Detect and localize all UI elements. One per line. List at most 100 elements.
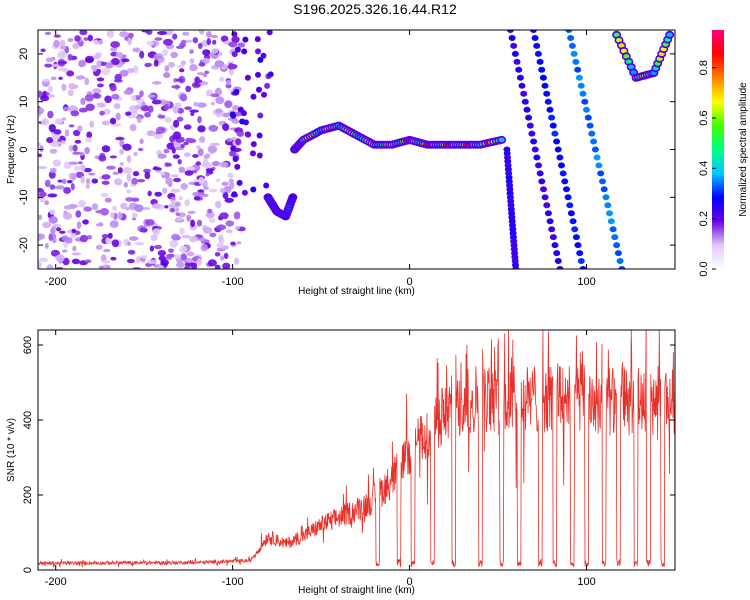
noise-blob bbox=[146, 40, 154, 46]
noise-blob bbox=[198, 176, 205, 185]
streak-2-segment bbox=[548, 226, 556, 233]
noise-blob bbox=[137, 116, 142, 124]
streak-2-segment bbox=[530, 138, 538, 145]
noise-blob bbox=[255, 48, 261, 55]
noise-blob bbox=[165, 177, 173, 186]
noise-blob bbox=[83, 167, 92, 173]
noise-blob bbox=[255, 71, 261, 78]
noise-blob bbox=[84, 147, 90, 155]
noise-blob bbox=[219, 161, 229, 168]
noise-blob bbox=[160, 171, 166, 176]
noise-blob bbox=[38, 142, 41, 147]
noise-blob bbox=[202, 73, 208, 78]
noise-blob bbox=[44, 31, 52, 35]
streak-4-segment bbox=[611, 234, 619, 241]
noise-blob bbox=[177, 107, 185, 114]
noise-blob bbox=[220, 255, 225, 261]
noise-blob bbox=[199, 136, 206, 143]
noise-blob bbox=[132, 171, 140, 177]
noise-blob bbox=[53, 34, 61, 38]
noise-blob bbox=[46, 264, 54, 269]
noise-blob bbox=[115, 136, 125, 141]
noise-blob bbox=[176, 261, 185, 268]
streak-2-segment bbox=[511, 50, 519, 57]
noise-blob bbox=[129, 124, 137, 132]
noise-blob bbox=[219, 187, 226, 194]
noise-blob bbox=[39, 191, 47, 197]
y-tick-label: -20 bbox=[18, 237, 30, 253]
noise-blob bbox=[195, 161, 202, 166]
noise-blob bbox=[126, 68, 135, 73]
noise-blob bbox=[234, 163, 241, 170]
noise-blob bbox=[76, 221, 82, 230]
noise-blob bbox=[229, 89, 234, 93]
noise-blob bbox=[243, 119, 249, 126]
noise-blob bbox=[46, 137, 54, 144]
x-axis-label: Height of straight line (km) bbox=[298, 286, 415, 297]
noise-blob bbox=[139, 138, 144, 145]
streak-4-segment bbox=[574, 66, 582, 73]
noise-blob bbox=[96, 60, 102, 69]
streak-2-segment bbox=[528, 130, 536, 137]
noise-blob bbox=[228, 41, 238, 48]
noise-blob bbox=[257, 56, 264, 63]
noise-blob bbox=[152, 228, 161, 236]
noise-blob bbox=[48, 234, 53, 241]
streak-4-segment bbox=[590, 138, 598, 145]
noise-blob bbox=[178, 166, 186, 173]
noise-blob bbox=[95, 209, 106, 214]
noise-blob bbox=[158, 265, 165, 269]
noise-blob bbox=[49, 209, 56, 215]
noise-blob bbox=[135, 256, 141, 263]
noise-blob bbox=[129, 236, 139, 241]
streak-3-segment bbox=[579, 266, 587, 269]
noise-blob bbox=[197, 125, 206, 133]
streak-4-segment bbox=[568, 42, 576, 49]
arc-core bbox=[630, 70, 637, 75]
arc-core bbox=[628, 64, 635, 70]
noise-blob bbox=[226, 79, 231, 86]
noise-blob bbox=[154, 37, 163, 41]
noise-blob bbox=[250, 93, 257, 100]
streak-2-segment bbox=[510, 42, 518, 49]
noise-blob bbox=[236, 241, 242, 245]
noise-blob bbox=[250, 150, 256, 157]
noise-blob bbox=[141, 30, 150, 33]
noise-blob bbox=[175, 212, 181, 217]
streak-3-segment bbox=[561, 178, 569, 185]
streak-2-segment bbox=[536, 170, 544, 177]
noise-blob bbox=[70, 110, 80, 117]
noise-blob bbox=[152, 167, 162, 171]
noise-blob bbox=[214, 60, 225, 68]
noise-blob bbox=[105, 62, 114, 69]
noise-blob bbox=[193, 195, 200, 201]
noise-blob bbox=[210, 101, 215, 106]
streak-3-segment bbox=[548, 114, 556, 121]
noise-blob bbox=[190, 219, 196, 228]
noise-blob bbox=[104, 197, 112, 203]
noise-blob bbox=[38, 107, 45, 115]
noise-blob bbox=[186, 251, 195, 257]
noise-blob bbox=[63, 106, 69, 111]
noise-blob bbox=[85, 103, 95, 112]
noise-blob bbox=[218, 76, 225, 82]
noise-blob bbox=[96, 102, 104, 108]
noise-blob bbox=[250, 186, 257, 193]
noise-blob bbox=[109, 117, 117, 125]
noise-blob bbox=[164, 103, 169, 111]
noise-blob bbox=[126, 173, 132, 182]
noise-blob bbox=[194, 76, 201, 85]
noise-blob bbox=[80, 151, 85, 157]
noise-blob bbox=[96, 77, 105, 82]
noise-blob bbox=[98, 265, 104, 269]
noise-blob bbox=[189, 64, 198, 72]
noise-blob bbox=[47, 94, 55, 98]
noise-blob bbox=[131, 197, 140, 202]
noise-blob bbox=[190, 112, 195, 116]
noise-blob bbox=[38, 166, 48, 169]
noise-blob bbox=[59, 45, 67, 50]
y-axis-label: Frequency (Hz) bbox=[6, 115, 17, 184]
noise-blob bbox=[171, 85, 181, 89]
noise-blob bbox=[157, 153, 167, 159]
noise-blob bbox=[134, 241, 145, 246]
